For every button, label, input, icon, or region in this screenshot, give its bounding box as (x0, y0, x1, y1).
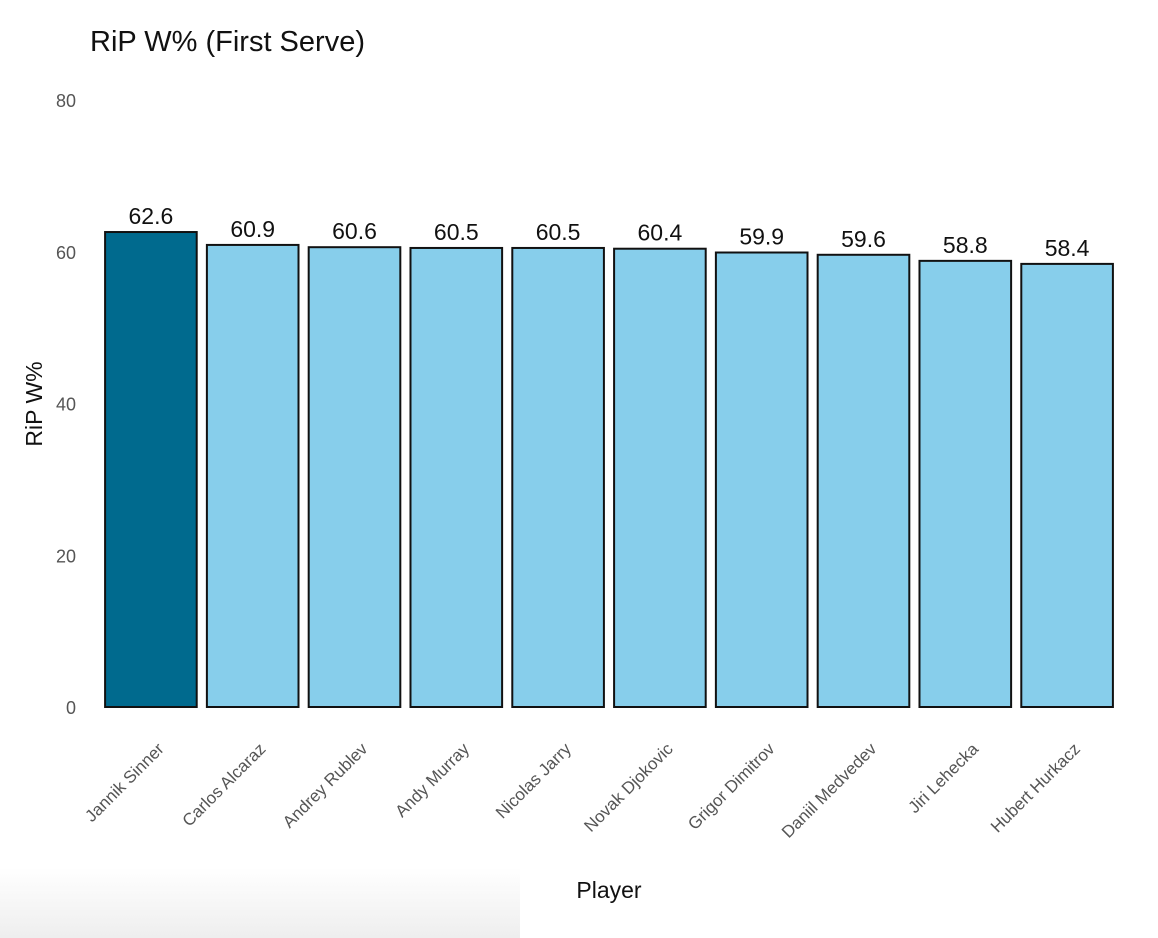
bar-value-label: 58.4 (1045, 235, 1090, 261)
bar (205, 243, 300, 708)
value-labels-group: 62.6 60.9 60.6 60.5 60.5 60.4 59.9 59.6 58.8 58.4 (129, 203, 1090, 261)
y-tick-label: 80 (56, 91, 76, 111)
bar (918, 259, 1013, 708)
y-tick-label: 60 (56, 243, 76, 263)
bar (714, 251, 809, 708)
x-tick-label: Jannik Sinner (81, 739, 168, 826)
bar-value-label: 59.9 (739, 224, 784, 250)
y-tick-label: 0 (66, 698, 76, 718)
chart-title: RiP W% (First Serve) (90, 26, 365, 58)
bar (511, 246, 605, 709)
y-axis-title: RiP W% (21, 361, 47, 446)
bar (816, 253, 911, 708)
bar-value-label: 60.5 (536, 219, 581, 245)
bar (1020, 262, 1114, 708)
bar (307, 246, 402, 708)
y-tick-label: 40 (56, 395, 76, 415)
bar-value-label: 60.9 (230, 216, 275, 242)
x-tick-label: Jiri Lehecka (905, 739, 983, 817)
bar (104, 231, 198, 709)
bar-value-label: 60.6 (332, 218, 377, 244)
bar (613, 247, 707, 708)
x-tick-label: Nicolas Jarry (492, 739, 575, 822)
x-tick-label: Hubert Hurkacz (987, 739, 1084, 836)
x-tick-label: Novak Djokovic (580, 739, 677, 836)
bar-value-label: 58.8 (943, 232, 988, 258)
y-axis-ticks: 0 20 40 60 80 (56, 91, 76, 718)
x-tick-label: Daniil Medvedev (778, 739, 881, 842)
bar-value-label: 60.4 (638, 220, 683, 246)
x-axis-title: Player (576, 877, 642, 903)
bar-value-label: 60.5 (434, 219, 479, 245)
bar-value-label: 59.6 (841, 226, 886, 252)
bars-group (104, 231, 1114, 709)
x-tick-label: Grigor Dimitrov (684, 739, 779, 834)
x-tick-label: Andy Murray (392, 739, 474, 821)
x-axis-labels: Jannik Sinner Carlos Alcaraz Andrey Rublev… (81, 739, 1083, 842)
y-tick-label: 20 (56, 546, 76, 566)
bar (409, 246, 504, 709)
bar-value-label: 62.6 (129, 203, 174, 229)
x-tick-label: Andrey Rublev (279, 739, 372, 832)
x-tick-label: Carlos Alcaraz (179, 739, 270, 830)
